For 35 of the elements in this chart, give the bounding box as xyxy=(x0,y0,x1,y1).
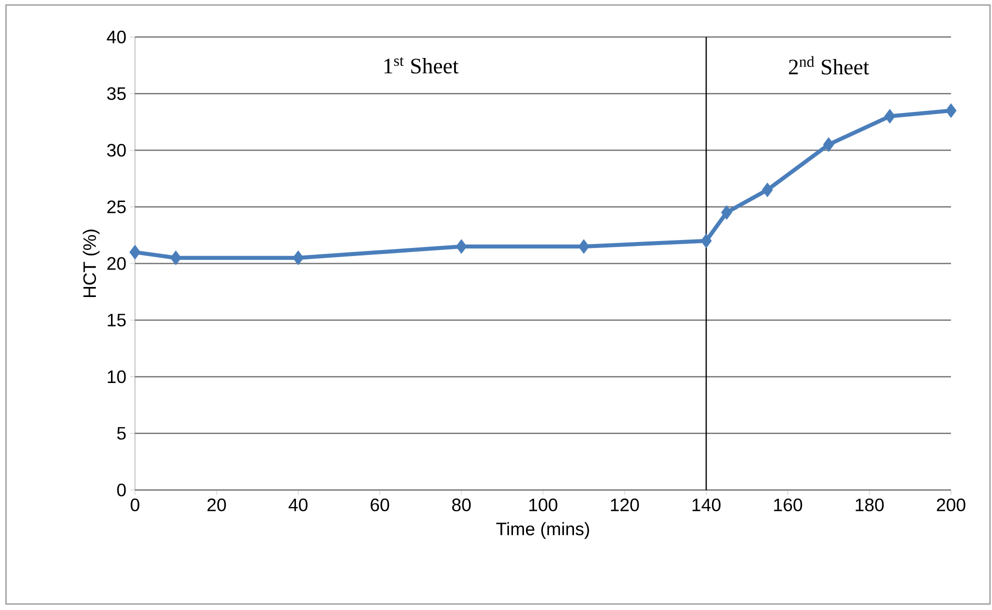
x-tick-label: 100 xyxy=(529,498,558,512)
y-tick-label: 40 xyxy=(106,30,126,44)
x-tick-label: 180 xyxy=(856,498,884,512)
point xyxy=(292,250,304,266)
y-tick-label: 35 xyxy=(107,87,126,100)
x-tick-label: 120 xyxy=(610,498,639,512)
point xyxy=(762,182,773,198)
annotation: 1$^{st}$ Sheet xyxy=(384,57,459,74)
x-tick-label: 0 xyxy=(130,498,140,512)
point xyxy=(456,239,467,254)
point xyxy=(823,137,834,152)
y-tick-label: 15 xyxy=(108,314,126,326)
y-tick-label: 5 xyxy=(117,427,126,440)
x-tick-label: 160 xyxy=(774,498,802,512)
y-tick-label: 0 xyxy=(117,484,126,496)
y-tick-label: 20 xyxy=(107,257,126,270)
point xyxy=(884,109,896,124)
point xyxy=(578,239,590,254)
y-tick-label: 30 xyxy=(107,144,126,157)
x-tick-label: 60 xyxy=(370,498,390,512)
point xyxy=(130,244,140,260)
y-tick-label: 25 xyxy=(107,200,126,214)
point xyxy=(946,103,957,118)
point xyxy=(700,234,712,248)
x-tick-label: 200 xyxy=(936,498,966,512)
x-tick-label: 80 xyxy=(452,498,471,512)
x-tick-label: 20 xyxy=(208,498,226,512)
x-tick-label: 140 xyxy=(692,498,721,512)
point xyxy=(721,205,732,220)
x-axis-title: Time (mins) xyxy=(496,522,590,539)
x-tick-label: 40 xyxy=(288,498,308,512)
y-tick-label: 10 xyxy=(108,370,126,384)
annotation: 2$^{nd}$ Sheet xyxy=(788,56,870,75)
point xyxy=(170,250,182,266)
y-axis-title: HCT (%) xyxy=(82,230,100,298)
